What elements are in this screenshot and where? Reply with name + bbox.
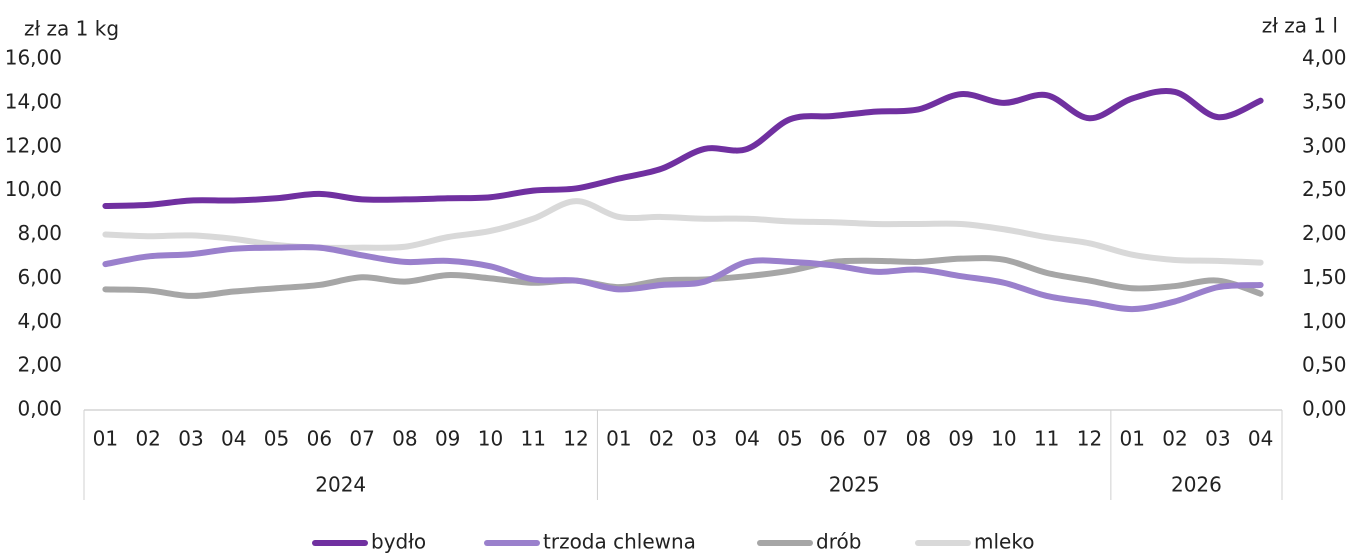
x-tick-label: 05 [777,427,802,451]
x-tick-label: 11 [521,427,546,451]
legend-label: bydło [371,530,426,553]
series-line [102,88,1264,209]
y-tick-label: 8,00 [17,221,62,245]
series-line [102,198,1264,266]
y-tick-label: 6,00 [17,265,62,289]
y-axis-title: zł za 1 kg [24,17,119,41]
x-tick-label: 02 [1162,427,1187,451]
legend-label: trzoda chlewna [543,530,696,553]
x-tick-label: 12 [563,427,588,451]
y2-tick-label: 1,50 [1302,265,1347,289]
series-line [102,244,1264,313]
x-tick-label: 10 [478,427,503,451]
x-tick-label: 11 [1034,427,1059,451]
y2-tick-label: 4,00 [1302,46,1347,70]
x-tick-label: 05 [264,427,289,451]
x-tick-label: 02 [649,427,674,451]
x-tick-label: 01 [93,427,118,451]
x-tick-label: 08 [392,427,417,451]
x-tick-label: 07 [863,427,888,451]
x-tick-label: 06 [307,427,332,451]
y-tick-label: 0,00 [17,397,62,421]
y2-tick-label: 3,00 [1302,133,1347,157]
x-tick-label: 03 [692,427,717,451]
x-tick-label: 09 [435,427,460,451]
y-tick-label: 10,00 [5,177,62,201]
series-line [102,255,1264,299]
x-tick-label: 04 [1248,427,1273,451]
x-tick-label: 12 [1077,427,1102,451]
y2-tick-label: 2,00 [1302,221,1347,245]
x-tick-label: 10 [991,427,1016,451]
x-tick-label: 03 [1205,427,1230,451]
y2-tick-label: 2,50 [1302,177,1347,201]
y2-axis-title: zł za 1 l [1262,14,1338,38]
legend-label: mleko [974,530,1034,553]
x-group-label: 2024 [315,473,366,497]
x-tick-label: 08 [906,427,931,451]
y2-tick-label: 1,00 [1302,309,1347,333]
y2-tick-label: 3,50 [1302,89,1347,113]
x-group-label: 2025 [829,473,880,497]
y-tick-label: 14,00 [5,89,62,113]
x-tick-label: 06 [820,427,845,451]
x-tick-label: 04 [221,427,246,451]
y-tick-label: 2,00 [17,353,62,377]
x-group-label: 2026 [1171,473,1222,497]
y-tick-label: 4,00 [17,309,62,333]
x-tick-label: 07 [349,427,374,451]
y2-tick-label: 0,00 [1302,397,1347,421]
legend-label: drób [816,530,861,553]
x-tick-label: 01 [606,427,631,451]
y-tick-label: 16,00 [5,46,62,70]
y-tick-label: 12,00 [5,133,62,157]
x-tick-label: 03 [178,427,203,451]
x-tick-label: 01 [1120,427,1145,451]
x-tick-label: 04 [734,427,759,451]
x-tick-label: 09 [948,427,973,451]
y2-tick-label: 0,50 [1302,353,1347,377]
x-tick-label: 02 [135,427,160,451]
